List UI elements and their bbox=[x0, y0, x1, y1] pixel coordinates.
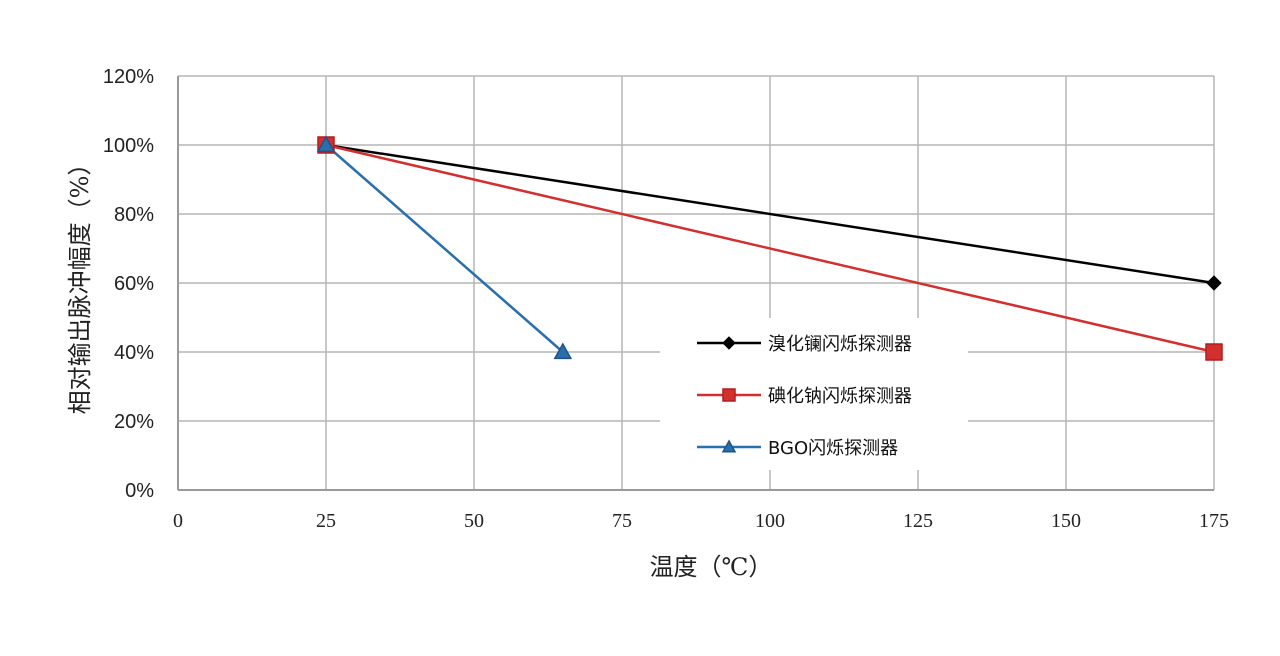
legend-label: BGO闪烁探测器 bbox=[768, 438, 898, 459]
y-axis-title: 相对输出脉冲幅度（%） bbox=[66, 152, 94, 415]
x-tick-label: 0 bbox=[173, 510, 183, 532]
data-point-diamond bbox=[722, 336, 736, 350]
series-line bbox=[325, 143, 1215, 285]
x-tick-label: 50 bbox=[464, 510, 484, 532]
x-axis-title: 温度（℃） bbox=[650, 553, 773, 581]
x-tick-label: 175 bbox=[1199, 510, 1229, 532]
data-point-diamond bbox=[1206, 275, 1222, 291]
tick-labels: 0% 20% 40% 60% 80% 100% 120% 0 25 50 75 100 125 150 17… bbox=[103, 66, 1229, 532]
y-tick-label: 80% bbox=[114, 204, 154, 226]
y-tick-label: 100% bbox=[103, 135, 154, 157]
series-line bbox=[325, 144, 564, 353]
y-tick-label: 0% bbox=[125, 480, 154, 502]
data-point-triangle bbox=[553, 342, 573, 360]
y-tick-label: 60% bbox=[114, 273, 154, 295]
legend-label: 溴化镧闪烁探测器 bbox=[768, 334, 912, 355]
y-tick-label: 40% bbox=[114, 342, 154, 364]
data-point-triangle bbox=[316, 135, 336, 153]
x-tick-label: 100 bbox=[755, 510, 785, 532]
x-tick-label: 150 bbox=[1051, 510, 1081, 532]
data-point-square bbox=[722, 388, 736, 402]
data-point-triangle bbox=[721, 439, 737, 453]
legend-label: 碘化钠闪烁探测器 bbox=[768, 386, 912, 407]
x-tick-label: 25 bbox=[316, 510, 336, 532]
series-line bbox=[325, 143, 1215, 354]
x-tick-label: 125 bbox=[903, 510, 933, 532]
data-point-square bbox=[1205, 343, 1223, 361]
series bbox=[316, 135, 1223, 361]
y-tick-label: 120% bbox=[103, 66, 154, 88]
x-tick-label: 75 bbox=[612, 510, 632, 532]
y-tick-label: 20% bbox=[114, 411, 154, 433]
